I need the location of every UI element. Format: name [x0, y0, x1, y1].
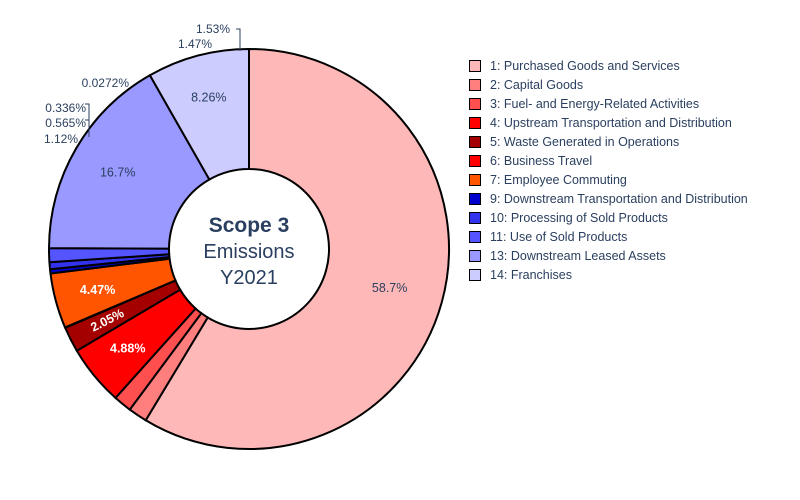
slice-label-6-business-travel: 0.0272% — [82, 76, 130, 90]
legend-swatch — [469, 97, 481, 110]
legend-swatch — [469, 211, 481, 224]
slice-13-downstream-leased-assets[interactable] — [47, 73, 211, 250]
legend-item-7-employee-commuting[interactable]: 7: Employee Commuting — [469, 170, 794, 189]
legend-label: 5: Waste Generated in Operations — [490, 134, 680, 149]
legend-swatch — [469, 59, 481, 72]
legend-item-9-downstream-transportation-and-distribution[interactable]: 9: Downstream Transportation and Distrib… — [469, 189, 794, 208]
legend-item-10-processing-of-sold-products[interactable]: 10: Processing of Sold Products — [469, 208, 794, 227]
legend-label: 6: Business Travel — [490, 153, 593, 168]
legend-label: 2: Capital Goods — [490, 77, 584, 92]
legend: 1: Purchased Goods and Services 2: Capita… — [469, 56, 794, 284]
legend-label: 11: Use of Sold Products — [490, 229, 628, 244]
slice-label-14-franchises: 8.26% — [191, 90, 226, 104]
legend-label: 1: Purchased Goods and Services — [490, 58, 680, 73]
legend-item-5-waste-generated-in-operations[interactable]: 5: Waste Generated in Operations — [469, 132, 794, 151]
legend-label: 4: Upstream Transportation and Distribut… — [490, 115, 732, 130]
legend-label: 13: Downstream Leased Assets — [490, 248, 666, 263]
legend-swatch — [469, 249, 481, 262]
legend-swatch — [469, 78, 481, 91]
slice-label-7-employee-commuting: 4.47% — [80, 283, 115, 297]
leader-line-10-processing-of-sold-products — [85, 119, 90, 137]
slice-label-4-upstream-transportation-and-distribution: 4.88% — [110, 341, 145, 355]
legend-label: 3: Fuel- and Energy-Related Activities — [490, 96, 700, 111]
legend-label: 10: Processing of Sold Products — [490, 210, 668, 225]
slice-label-9-downstream-transportation-and-distribution: 0.336% — [45, 101, 86, 115]
legend-item-13-downstream-leased-assets[interactable]: 13: Downstream Leased Assets — [469, 246, 794, 265]
legend-swatch — [469, 230, 481, 243]
legend-swatch — [469, 135, 481, 148]
donut-slices — [47, 47, 450, 450]
legend-label: 9: Downstream Transportation and Distrib… — [490, 191, 748, 206]
legend-swatch — [469, 173, 481, 186]
legend-item-11-use-of-sold-products[interactable]: 11: Use of Sold Products — [469, 227, 794, 246]
slice-label-1-purchased-goods-and-services: 58.7% — [372, 281, 407, 295]
legend-item-2-capital-goods[interactable]: 2: Capital Goods — [469, 75, 794, 94]
legend-swatch — [469, 268, 481, 281]
legend-item-3-fuel-and-energy-related-activities[interactable]: 3: Fuel- and Energy-Related Activities — [469, 94, 794, 113]
label-leader-lines — [85, 28, 241, 137]
legend-swatch — [469, 192, 481, 205]
legend-label: 14: Franchises — [490, 267, 572, 282]
leader-line-2-capital-goods — [236, 28, 241, 51]
legend-item-4-upstream-transportation-and-distribution[interactable]: 4: Upstream Transportation and Distribut… — [469, 113, 794, 132]
legend-label: 7: Employee Commuting — [490, 172, 627, 187]
legend-swatch — [469, 116, 481, 129]
slice-label-3-fuel-and-energy-related-activities: 1.47% — [178, 37, 212, 51]
slice-1-purchased-goods-and-services[interactable] — [144, 47, 450, 450]
center-title-bold: Scope 3 — [209, 214, 290, 237]
slice-14-franchises[interactable] — [148, 47, 250, 181]
legend-item-14-franchises[interactable]: 14: Franchises — [469, 265, 794, 284]
slice-label-2-capital-goods: 1.53% — [196, 22, 230, 36]
center-title: Scope 3 Emissions Y2021 — [203, 214, 294, 289]
slice-label-11-use-of-sold-products: 1.12% — [44, 132, 78, 146]
slice-label-13-downstream-leased-assets: 16.7% — [100, 165, 135, 179]
center-title-line2: Emissions — [203, 241, 294, 263]
legend-swatch — [469, 154, 481, 167]
slice-label-10-processing-of-sold-products: 0.565% — [45, 116, 86, 130]
center-title-line3: Y2021 — [220, 267, 278, 289]
legend-item-6-business-travel[interactable]: 6: Business Travel — [469, 151, 794, 170]
legend-item-1-purchased-goods-and-services[interactable]: 1: Purchased Goods and Services — [469, 56, 794, 75]
